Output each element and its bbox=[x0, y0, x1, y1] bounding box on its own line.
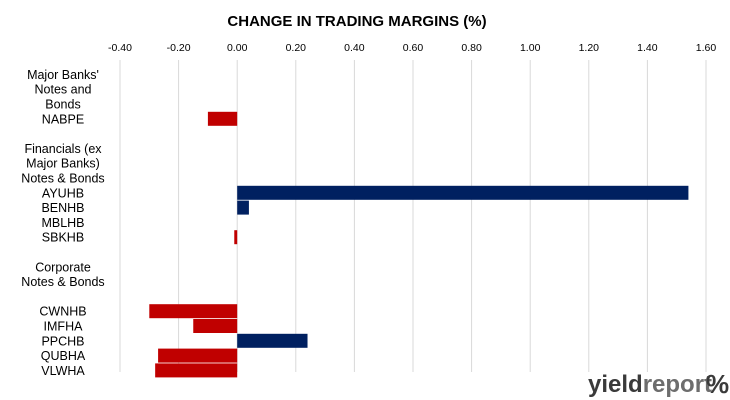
category-label: QUBHA bbox=[41, 349, 86, 363]
category-label: PPCHB bbox=[41, 334, 84, 348]
logo-text-report: report bbox=[643, 371, 712, 398]
percent-logo-icon: % bbox=[706, 369, 729, 399]
x-tick-label: 0.20 bbox=[286, 42, 307, 54]
category-label: Major Banks' bbox=[27, 68, 99, 82]
bar bbox=[234, 230, 238, 245]
yieldreport-logo: yieldreport % bbox=[588, 369, 729, 399]
bar bbox=[149, 304, 238, 319]
x-tick-label: 0.00 bbox=[227, 42, 248, 54]
category-label: MBLHB bbox=[41, 216, 84, 230]
category-label: Notes & Bonds bbox=[21, 172, 104, 186]
category-label: NABPE bbox=[42, 112, 84, 126]
bar bbox=[207, 111, 238, 126]
chart-title: CHANGE IN TRADING MARGINS (%) bbox=[227, 13, 486, 30]
x-tick-label: 1.40 bbox=[637, 42, 658, 54]
logo-text-yield: yield bbox=[588, 371, 643, 398]
bar bbox=[158, 348, 238, 363]
x-tick-label: 0.60 bbox=[403, 42, 424, 54]
category-label: Financials (ex bbox=[24, 142, 102, 156]
svg-text:yieldreport: yieldreport bbox=[588, 371, 712, 398]
bar bbox=[155, 363, 238, 378]
category-label: AYUHB bbox=[42, 186, 84, 200]
x-tick-label: 0.80 bbox=[461, 42, 482, 54]
category-label: Major Banks) bbox=[26, 157, 100, 171]
x-tick-label: 0.40 bbox=[344, 42, 365, 54]
category-label: Corporate bbox=[35, 260, 91, 274]
category-label: CWNHB bbox=[39, 305, 86, 319]
bar bbox=[237, 200, 249, 215]
category-label: SBKHB bbox=[42, 231, 84, 245]
x-tick-label: 1.60 bbox=[696, 42, 717, 54]
x-tick-label: 1.00 bbox=[520, 42, 541, 54]
bar bbox=[193, 319, 238, 333]
x-axis-ticks: -0.40 -0.20 0.00 0.20 0.40 0.60 0.80 1.00 1.20 1.… bbox=[108, 42, 716, 54]
category-label: Notes and bbox=[35, 83, 92, 97]
category-label: IMFHA bbox=[44, 320, 84, 334]
category-label: BENHB bbox=[41, 201, 84, 215]
category-label: VLWHA bbox=[41, 364, 85, 378]
x-tick-label: -0.40 bbox=[108, 42, 132, 54]
category-label: Bonds bbox=[45, 98, 80, 112]
bar bbox=[237, 333, 308, 348]
bars bbox=[149, 111, 689, 378]
x-tick-label: -0.20 bbox=[167, 42, 191, 54]
bar bbox=[237, 185, 689, 200]
category-label: Notes & Bonds bbox=[21, 275, 104, 289]
x-tick-label: 1.20 bbox=[579, 42, 600, 54]
